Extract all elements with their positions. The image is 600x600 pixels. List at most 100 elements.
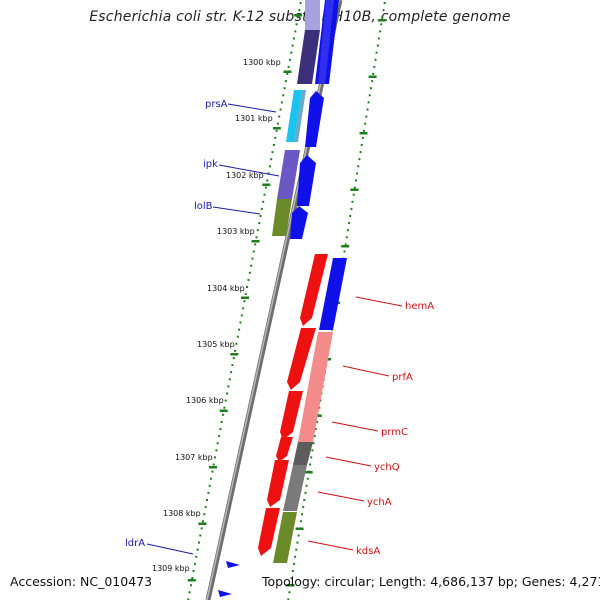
tick-dot [374,58,377,61]
gene-label-ldrA[interactable]: ldrA [125,538,145,549]
tick-dot [208,484,211,487]
annotation-blocks-right [273,332,333,563]
tick-dot [262,200,265,203]
tick-dot [351,200,354,203]
accession-text: Accession: NC_010473 [10,574,153,589]
cds-arrow [218,590,232,597]
tick-dot [224,399,227,402]
tick-dot [275,129,278,132]
tick-dot [204,506,207,509]
leader-line [218,164,280,177]
tick-major [368,75,377,78]
tick-major [209,466,217,469]
gene-label-ychQ[interactable]: ychQ [374,462,400,473]
gene-label-prmC[interactable]: prmC [381,427,408,438]
tick-dot [318,406,321,409]
tick-dot [259,215,262,217]
tick-dot [310,456,313,459]
tick-dot [199,534,202,537]
tick-dot [267,172,270,175]
tick-dot [287,65,290,68]
tick-dot [381,16,384,19]
annotation-blocks-left [272,0,320,236]
tick-dot [296,16,299,19]
gene-label-ychA[interactable]: ychA [367,497,392,508]
feature-block [297,30,320,84]
tick-major [295,527,304,530]
tick-dot [350,207,353,210]
tick-dot [344,243,347,246]
tick-dot [314,428,317,430]
feature-block [272,199,292,236]
scale-label: 1303 kbp [217,227,255,236]
tick-dot [283,87,286,90]
scale-label: 1302 kbp [226,171,264,180]
tick-dot [251,257,254,260]
tick-dot [234,349,237,352]
tick-dot [210,477,212,480]
tick-dot [343,250,346,253]
gene-labels-right: hemA prfA prmC ychQ ychA kdsA [307,296,434,557]
tick-dot [316,420,318,423]
tick-dot [305,484,308,487]
tick-dot [246,286,249,288]
tick-dot [295,23,298,26]
leader-line [227,103,277,113]
tick-dot [365,115,368,118]
cds-arrow [280,391,303,440]
scale-label: 1306 kbp [186,396,224,405]
gene-label-ipk[interactable]: ipk [203,159,218,170]
tick-dot [291,44,294,47]
tick-major [286,584,295,587]
tick-dot [227,385,230,388]
cds-arrow [315,0,339,84]
gene-label-prsA[interactable]: prsA [205,99,228,110]
tick-dot [196,548,199,551]
tick-dot [248,271,251,274]
forward-cds-top [290,0,339,239]
tick-dot [302,506,305,509]
tick-major [304,471,313,474]
tick-dot [279,108,282,111]
tick-dot [260,207,263,210]
gene-label-hemA[interactable]: hemA [405,301,434,312]
tick-dot [288,591,291,594]
tick-major [272,127,281,130]
feature-block [277,150,300,199]
tick-dot [190,584,192,587]
tick-dot [198,541,200,544]
scale-label: 1308 kbp [163,509,201,518]
tick-dot [255,236,258,239]
leader-line [342,365,390,377]
cds-arrow [290,206,308,239]
tick-dot [272,144,275,146]
tick-dot [349,215,352,217]
scale-label: 1304 kbp [207,284,245,293]
tick-dot [263,193,266,196]
tick-dot [363,129,365,132]
genome-summary-text: Topology: circular; Length: 4,686,137 bp… [262,574,600,589]
gene-label-lolB[interactable]: lolB [194,201,213,212]
tick-dot [383,2,386,4]
feature-block [286,90,302,142]
tick-major [313,414,322,417]
tick-dot [296,541,299,544]
tick-dot [218,435,221,438]
tick-major [198,522,207,525]
gene-label-kdsA[interactable]: kdsA [356,546,380,557]
tick-dot [379,30,382,33]
tick-dot [264,186,267,189]
tick-dot [236,335,239,338]
tick-dot [352,193,355,196]
tick-dot [377,37,380,40]
tick-dot [364,122,367,125]
tick-dot [373,65,376,68]
gene-label-prfA[interactable]: prfA [392,372,413,383]
cds-arrow [258,508,280,556]
scale-labels: 1300 kbp 1301 kbp 1302 kbp 1303 kbp 1304… [152,58,281,573]
tick-dot [206,499,208,501]
tick-dot [284,80,287,83]
tick-dot [228,378,231,381]
tick-dot [282,94,285,97]
